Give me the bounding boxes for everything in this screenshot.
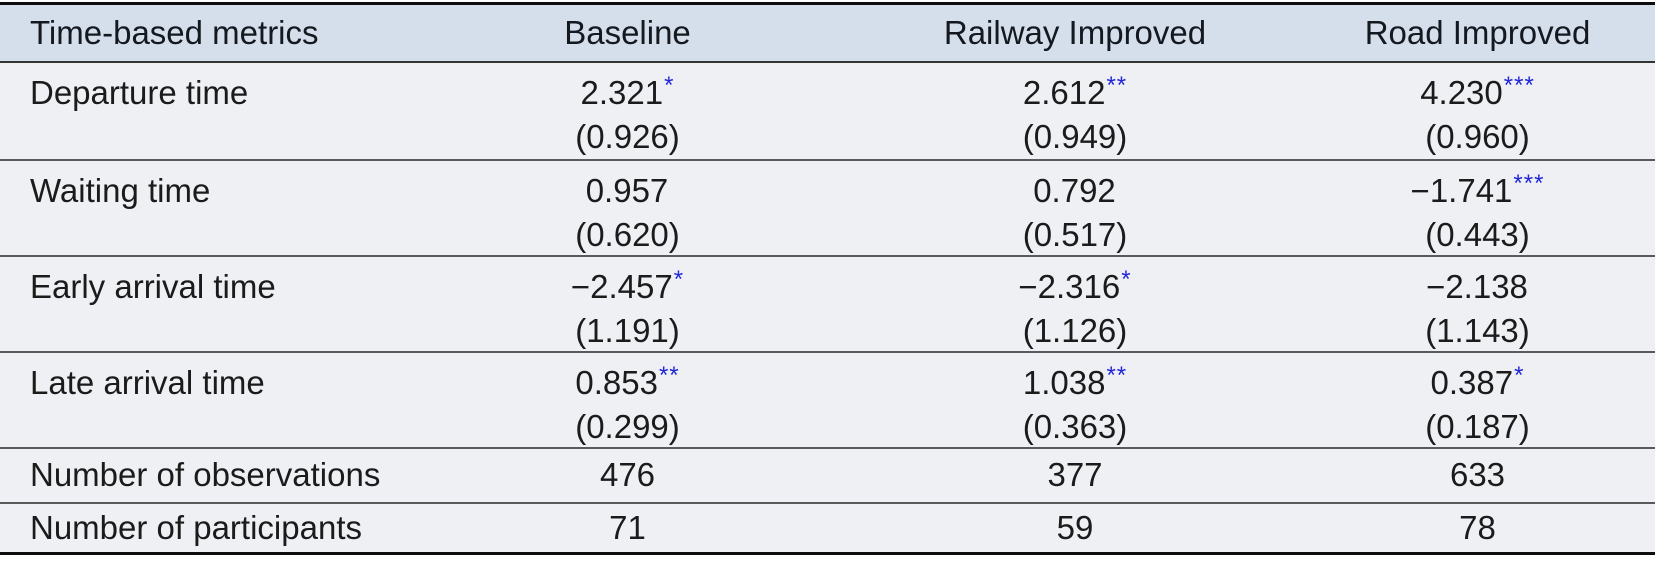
col-header-time-based-metrics: Time-based metrics bbox=[0, 3, 405, 63]
header-row: Time-based metrics Baseline Railway Impr… bbox=[0, 3, 1655, 63]
standard-error: (1.143) bbox=[1425, 311, 1530, 349]
cell-road-improved: 4.230*** (0.960) bbox=[1300, 62, 1655, 160]
estimate-value: 4.230 bbox=[1420, 73, 1503, 111]
standard-error: (0.443) bbox=[1425, 215, 1530, 253]
cell-railway-improved: 377 bbox=[1047, 456, 1103, 493]
metric-label: Waiting time bbox=[30, 171, 211, 209]
significance-stars: ** bbox=[1106, 362, 1128, 390]
cell-road-improved: 78 bbox=[1459, 508, 1496, 546]
metric-label: Number of participants bbox=[30, 508, 362, 546]
cell-baseline: −2.457* (1.191) bbox=[405, 256, 850, 352]
estimate-value: −1.741 bbox=[1410, 171, 1513, 209]
cell-road-improved: 0.387* (0.187) bbox=[1300, 352, 1655, 448]
standard-error: (0.926) bbox=[575, 117, 680, 155]
cell-road-improved: −1.741*** (0.443) bbox=[1300, 160, 1655, 256]
significance-stars: ** bbox=[1106, 72, 1128, 100]
significance-stars: * bbox=[1121, 266, 1132, 294]
standard-error: (0.187) bbox=[1425, 407, 1530, 445]
cell-road-improved: −2.138 (1.143) bbox=[1300, 256, 1655, 352]
standard-error: (0.960) bbox=[1425, 117, 1530, 155]
estimate-value: 0.387 bbox=[1430, 363, 1514, 401]
col-header-baseline: Baseline bbox=[405, 3, 850, 63]
cell-railway-improved: −2.316* (1.126) bbox=[850, 256, 1300, 352]
standard-error: (1.126) bbox=[1022, 311, 1128, 349]
table-row-departure-time: Departure time 2.321* (0.926) 2.612** (0… bbox=[0, 61, 1655, 160]
cell-railway-improved: 0.792 (0.517) bbox=[850, 160, 1300, 256]
table-row-number-of-participants: Number of participants 71 59 78 bbox=[0, 502, 1655, 554]
standard-error: (0.299) bbox=[575, 407, 680, 445]
metric-label: Departure time bbox=[30, 73, 249, 111]
estimate-value: 0.792 bbox=[1033, 171, 1116, 209]
significance-stars: * bbox=[664, 72, 675, 100]
col-header-road-improved: Road Improved bbox=[1300, 3, 1655, 63]
table-row-number-of-observations: Number of observations 476 377 633 bbox=[0, 447, 1655, 503]
significance-stars: *** bbox=[1503, 72, 1535, 100]
standard-error: (0.517) bbox=[1022, 215, 1128, 253]
estimate-value: −2.138 bbox=[1426, 267, 1528, 305]
standard-error: (1.191) bbox=[575, 311, 680, 349]
estimate-value: 2.612 bbox=[1022, 73, 1106, 111]
cell-baseline: 2.321* (0.926) bbox=[405, 62, 850, 160]
estimate-value: −2.316 bbox=[1018, 267, 1121, 305]
significance-stars: ** bbox=[658, 362, 680, 390]
standard-error: (0.620) bbox=[575, 215, 680, 253]
table-row-late-arrival-time: Late arrival time 0.853** (0.299) 1.038*… bbox=[0, 351, 1655, 448]
cell-baseline: 0.853** (0.299) bbox=[405, 352, 850, 448]
cell-baseline: 476 bbox=[599, 456, 656, 493]
table-row-waiting-time: Waiting time 0.957 (0.620) 0.792 (0.517)… bbox=[0, 159, 1655, 256]
significance-stars: * bbox=[673, 266, 685, 294]
cell-baseline: 71 bbox=[609, 508, 646, 546]
col-header-railway-improved: Railway Improved bbox=[850, 3, 1300, 63]
cell-baseline: 0.957 (0.620) bbox=[405, 160, 850, 256]
standard-error: (0.949) bbox=[1022, 117, 1128, 155]
cell-railway-improved: 1.038** (0.363) bbox=[850, 352, 1300, 448]
cell-railway-improved: 2.612** (0.949) bbox=[850, 62, 1300, 160]
significance-stars: * bbox=[1514, 362, 1525, 390]
cell-railway-improved: 59 bbox=[1056, 508, 1094, 546]
estimate-value: 2.321 bbox=[580, 73, 664, 111]
metric-label: Number of observations bbox=[30, 456, 381, 493]
estimate-value: 1.038 bbox=[1022, 363, 1106, 401]
significance-stars: *** bbox=[1513, 170, 1545, 198]
cell-road-improved: 633 bbox=[1449, 456, 1506, 493]
estimate-value: 0.957 bbox=[585, 171, 669, 209]
estimate-value: −2.457 bbox=[570, 267, 673, 305]
metric-label: Early arrival time bbox=[30, 267, 276, 305]
estimate-value: 0.853 bbox=[575, 363, 658, 401]
standard-error: (0.363) bbox=[1022, 407, 1128, 445]
table-row-early-arrival-time: Early arrival time −2.457* (1.191) −2.31… bbox=[0, 255, 1655, 352]
metric-label: Late arrival time bbox=[30, 363, 265, 401]
